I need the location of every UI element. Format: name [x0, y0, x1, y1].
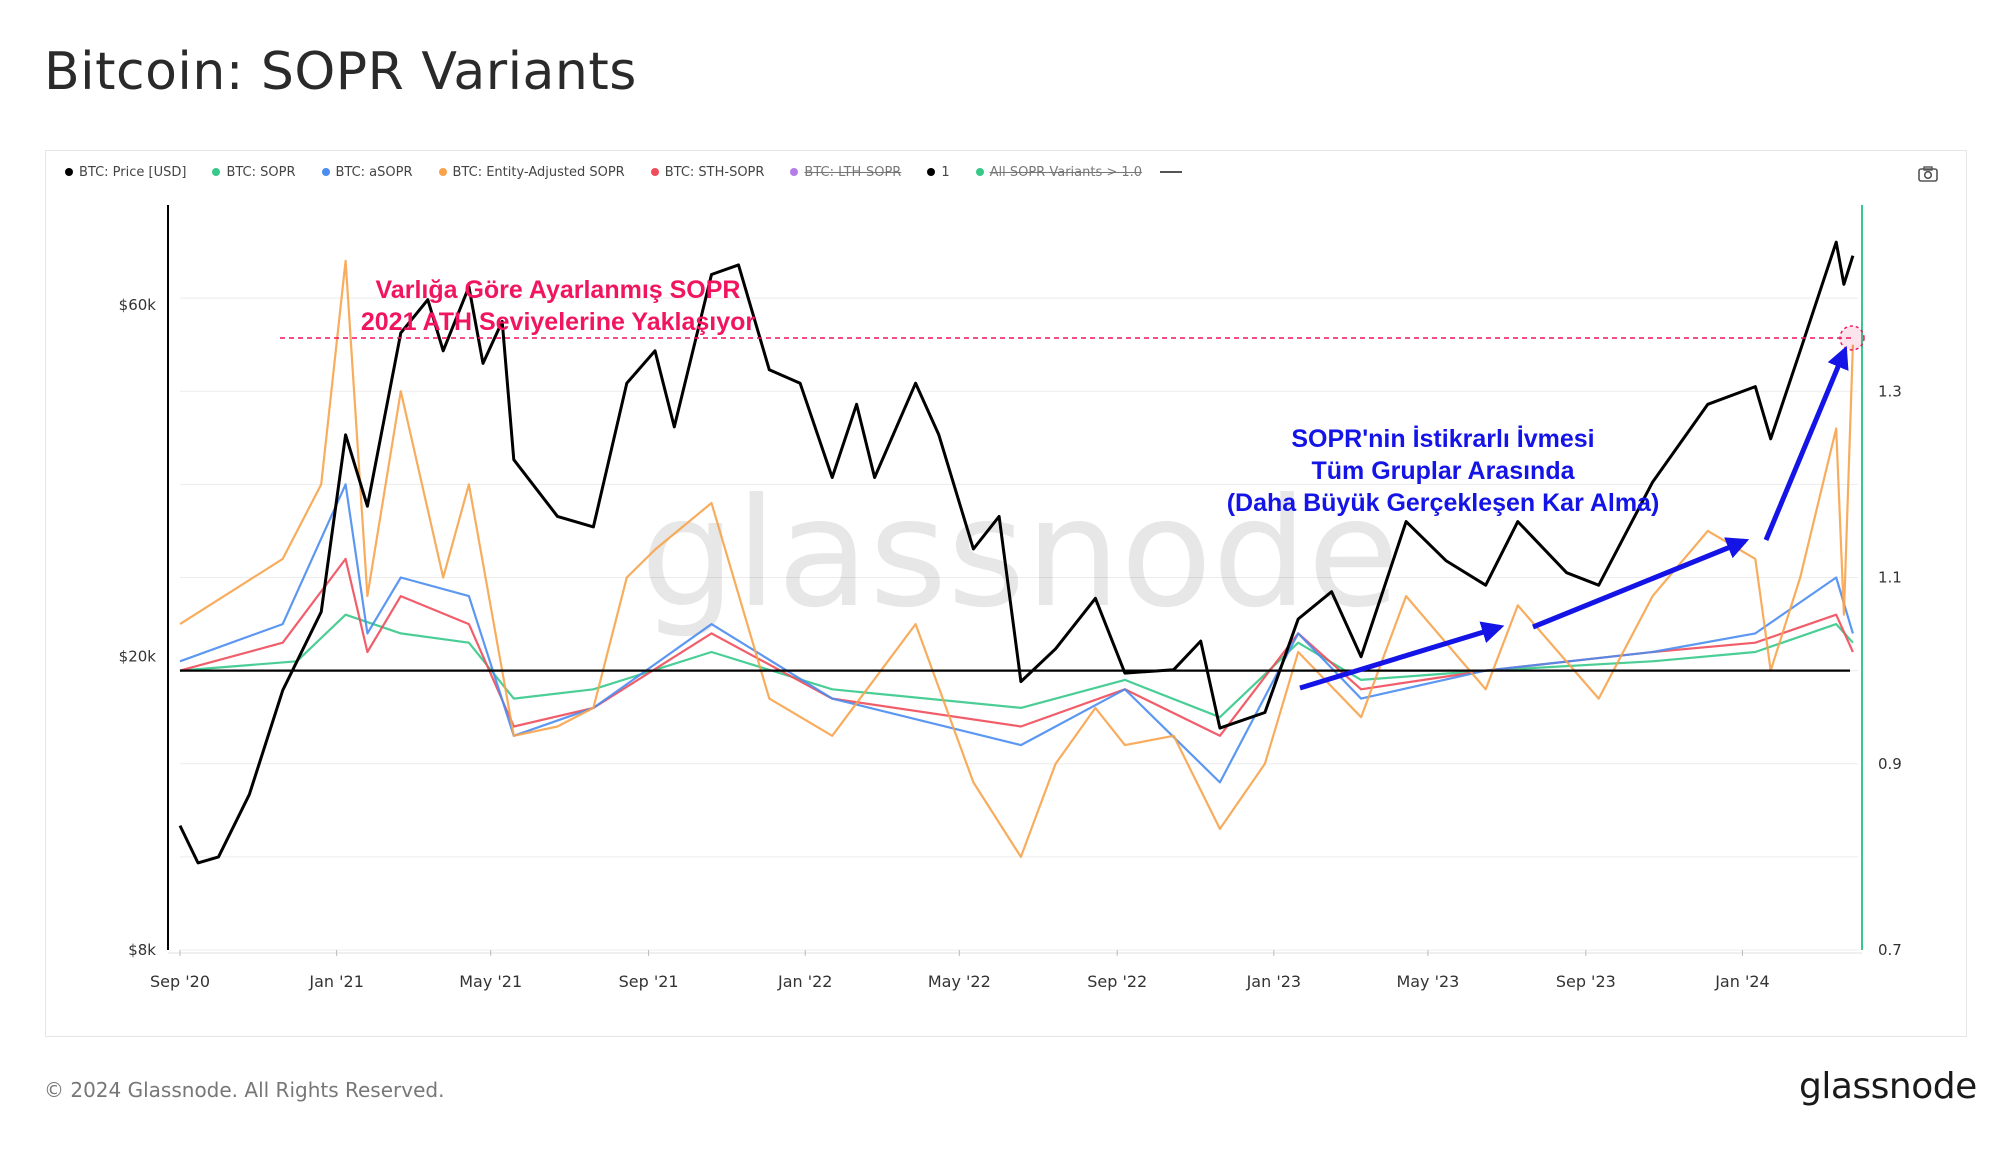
x-tick-label: May '23	[1396, 972, 1459, 991]
y-right-tick-label: 1.3	[1878, 382, 1902, 400]
copyright-text: © 2024 Glassnode. All Rights Reserved.	[44, 1078, 444, 1102]
annotation-ath-text: Varlığa Göre Ayarlanmış SOPR	[376, 276, 741, 304]
annotation-ath-text: 2021 ATH Seviyelerine Yaklaşıyor	[361, 308, 756, 336]
y-left-tick-label: $8k	[128, 941, 156, 959]
y-right-tick-label: 1.1	[1878, 569, 1902, 587]
y-left-tick-label: $60k	[119, 296, 157, 314]
ath-highlight-circle	[1840, 326, 1864, 350]
x-tick-label: May '22	[928, 972, 991, 991]
x-tick-label: Jan '21	[308, 972, 364, 991]
x-tick-label: Sep '20	[150, 972, 210, 991]
annotation-momentum-text: Tüm Gruplar Arasında	[1311, 457, 1575, 485]
x-tick-label: Jan '22	[777, 972, 833, 991]
trend-arrow	[1533, 541, 1745, 627]
annotation-momentum-text: (Daha Büyük Gerçekleşen Kar Alma)	[1227, 489, 1660, 517]
x-tick-label: Sep '21	[619, 972, 679, 991]
y-right-tick-label: 0.7	[1878, 941, 1902, 959]
y-right-tick-label: 0.9	[1878, 755, 1902, 773]
glassnode-logo: glassnode	[1799, 1066, 1977, 1107]
x-tick-label: Jan '24	[1714, 972, 1770, 991]
x-tick-label: May '21	[459, 972, 522, 991]
x-tick-label: Jan '23	[1246, 972, 1302, 991]
x-tick-label: Sep '22	[1087, 972, 1147, 991]
y-left-tick-label: $20k	[119, 648, 157, 666]
x-tick-label: Sep '23	[1556, 972, 1616, 991]
annotation-momentum-text: SOPR'nin İstikrarlı İvmesi	[1291, 425, 1594, 453]
